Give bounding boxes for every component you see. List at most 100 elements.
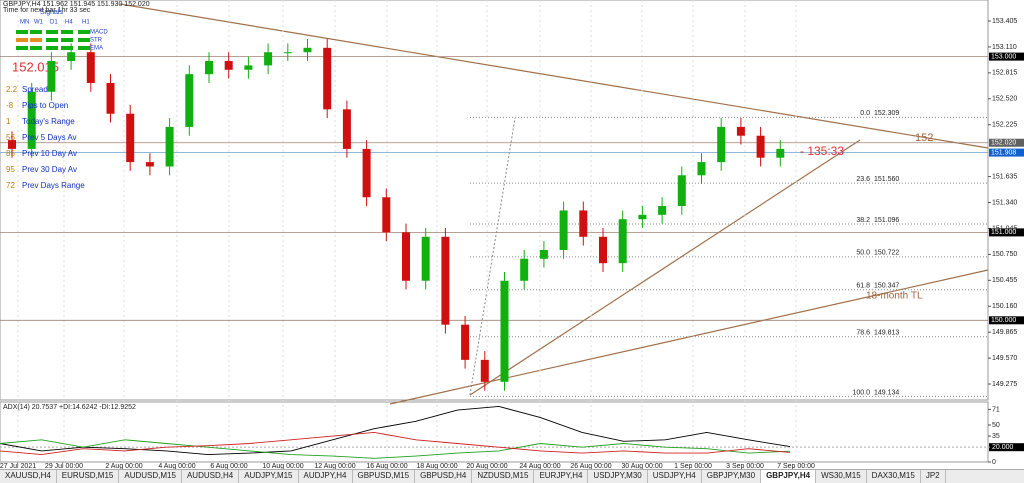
signal-cell — [16, 38, 28, 42]
x-tick-label: 20 Aug 00:00 — [466, 463, 507, 469]
y-tick-label: 150.750 — [992, 251, 1017, 258]
fib-ratio: 23.6 — [856, 176, 870, 183]
candle-body — [520, 258, 529, 281]
price-box — [989, 138, 1024, 147]
x-tick-label: 6 Aug 00:00 — [210, 463, 247, 469]
candle-body — [67, 52, 76, 62]
x-tick-label: 27 Jul 2021 — [0, 463, 36, 469]
x-tick-label: 10 Aug 00:00 — [262, 463, 303, 469]
signal-cell — [61, 30, 73, 34]
chart-tab[interactable]: USDJPY,M30 — [588, 470, 648, 483]
symbol-info: GBPJPY,H4 151.962 151.945 151.930 152.02… — [3, 1, 150, 8]
candle-body — [441, 236, 450, 325]
candle-body — [264, 52, 273, 66]
candle-body — [638, 214, 647, 220]
chart-tab[interactable]: GBPUSD,M15 — [353, 470, 416, 483]
stat-value: 56 — [6, 133, 15, 142]
stat-label: Prev 10 Day Av — [22, 149, 77, 158]
chart-tab[interactable]: NZDUSD,M15 — [472, 470, 535, 483]
candle-body — [539, 249, 548, 259]
chart-tab[interactable]: GBPJPY,M30 — [702, 470, 762, 483]
x-tick-label: 2 Aug 00:00 — [105, 463, 142, 469]
candle-body — [185, 74, 194, 127]
indicator-line — [0, 431, 791, 456]
stat-label: Prev Days Range — [22, 181, 85, 190]
price-box — [989, 228, 1024, 237]
trendline — [469, 139, 861, 396]
signal-cell — [78, 38, 90, 42]
trendline — [119, 3, 989, 149]
chart-tab[interactable]: AUDUSD,M15 — [119, 470, 182, 483]
indicator-tick-label: 0 — [992, 459, 996, 466]
y-tick-label: 149.865 — [992, 329, 1017, 336]
indicator-tick-label: 50 — [992, 422, 1000, 429]
chart-tab[interactable]: WS30,M15 — [816, 470, 867, 483]
candle-body — [776, 148, 785, 158]
fib-price: 151.560 — [874, 176, 899, 183]
stat-value: 2.2 — [6, 85, 18, 94]
signal-cell — [61, 46, 73, 50]
stat-value: -8 — [6, 101, 14, 110]
candle-body — [8, 140, 16, 149]
timeframe: MN — [20, 20, 29, 26]
chart-tab[interactable]: AUDJPY,H4 — [299, 470, 353, 483]
chart-tab[interactable]: EURUSD,M15 — [57, 470, 120, 483]
candle-body — [382, 197, 391, 233]
candle-body — [677, 175, 686, 207]
x-tick-label: 29 Jul 00:00 — [45, 463, 83, 469]
fib-ratio: 38.2 — [856, 217, 870, 224]
indicator-name: EMA — [90, 46, 103, 52]
fib-ratio: 78.6 — [856, 330, 870, 337]
chart-tab[interactable]: USDJPY,H4 — [648, 470, 702, 483]
candle-body — [579, 210, 588, 237]
x-tick-label: 1 Sep 00:00 — [674, 463, 712, 469]
chart-tab[interactable]: AUDJPY,M15 — [239, 470, 299, 483]
candle-body — [165, 126, 174, 167]
current-price: 152.015 — [12, 59, 59, 74]
candle-body — [303, 47, 312, 53]
fib-price: 149.813 — [874, 330, 899, 337]
candle-body — [559, 210, 568, 250]
candle-body — [736, 126, 745, 136]
fib-ratio: 61.8 — [856, 283, 870, 290]
signals: Signals — [40, 9, 63, 16]
chart-tab[interactable]: XAUUSD,H4 — [0, 470, 57, 483]
price-box-label: 151.908 — [991, 149, 1016, 156]
y-tick-label: 149.570 — [992, 355, 1017, 362]
chart-tab[interactable]: AUDUSD,H4 — [182, 470, 240, 483]
chart-tab[interactable]: GBPUSD,H4 — [415, 470, 473, 483]
chart-tab[interactable]: EURJPY,H4 — [534, 470, 589, 483]
candle-body — [244, 65, 253, 70]
x-tick-label: 18 Aug 00:00 — [416, 463, 457, 469]
candle-body — [618, 219, 627, 264]
stat-label: Prev 30 Day Av — [22, 165, 77, 174]
price-box — [989, 52, 1024, 61]
stat-label: Pips to Open — [22, 101, 68, 110]
stat-label: Spread — [22, 85, 48, 94]
indicator-tick-label: 35 — [992, 433, 1000, 440]
plot-frame — [0, 0, 989, 401]
stat-label: Prev 5 Days Av — [22, 133, 77, 142]
chart-tab[interactable]: DAX30,M15 — [867, 470, 921, 483]
indicator-name: STR — [90, 38, 103, 44]
timer: Time for next bar 1hr 33 sec — [3, 7, 91, 14]
chart-tab[interactable]: JP2 — [921, 470, 946, 483]
indicator-tick-label: 71 — [992, 406, 1000, 413]
y-tick-label: 151.635 — [992, 173, 1017, 180]
stat-value: 85 — [6, 149, 15, 158]
candle-body — [27, 91, 36, 149]
candle-body — [145, 162, 154, 167]
y-tick-label: 153.405 — [992, 18, 1017, 25]
candle-body — [658, 206, 667, 215]
candle-body — [756, 135, 765, 158]
candle-body — [126, 113, 135, 163]
signal-cell — [16, 30, 28, 34]
x-tick-label: 3 Sep 00:00 — [726, 463, 764, 469]
candle-body — [461, 324, 470, 360]
chart-tab[interactable]: GBPJPY,H4 — [761, 470, 817, 483]
signal-cell — [30, 38, 42, 42]
chart: GBPJPY,H4 151.962 151.945 151.930 152.02… — [0, 0, 1024, 470]
candle-body — [86, 52, 95, 83]
signal-cell — [30, 30, 42, 34]
